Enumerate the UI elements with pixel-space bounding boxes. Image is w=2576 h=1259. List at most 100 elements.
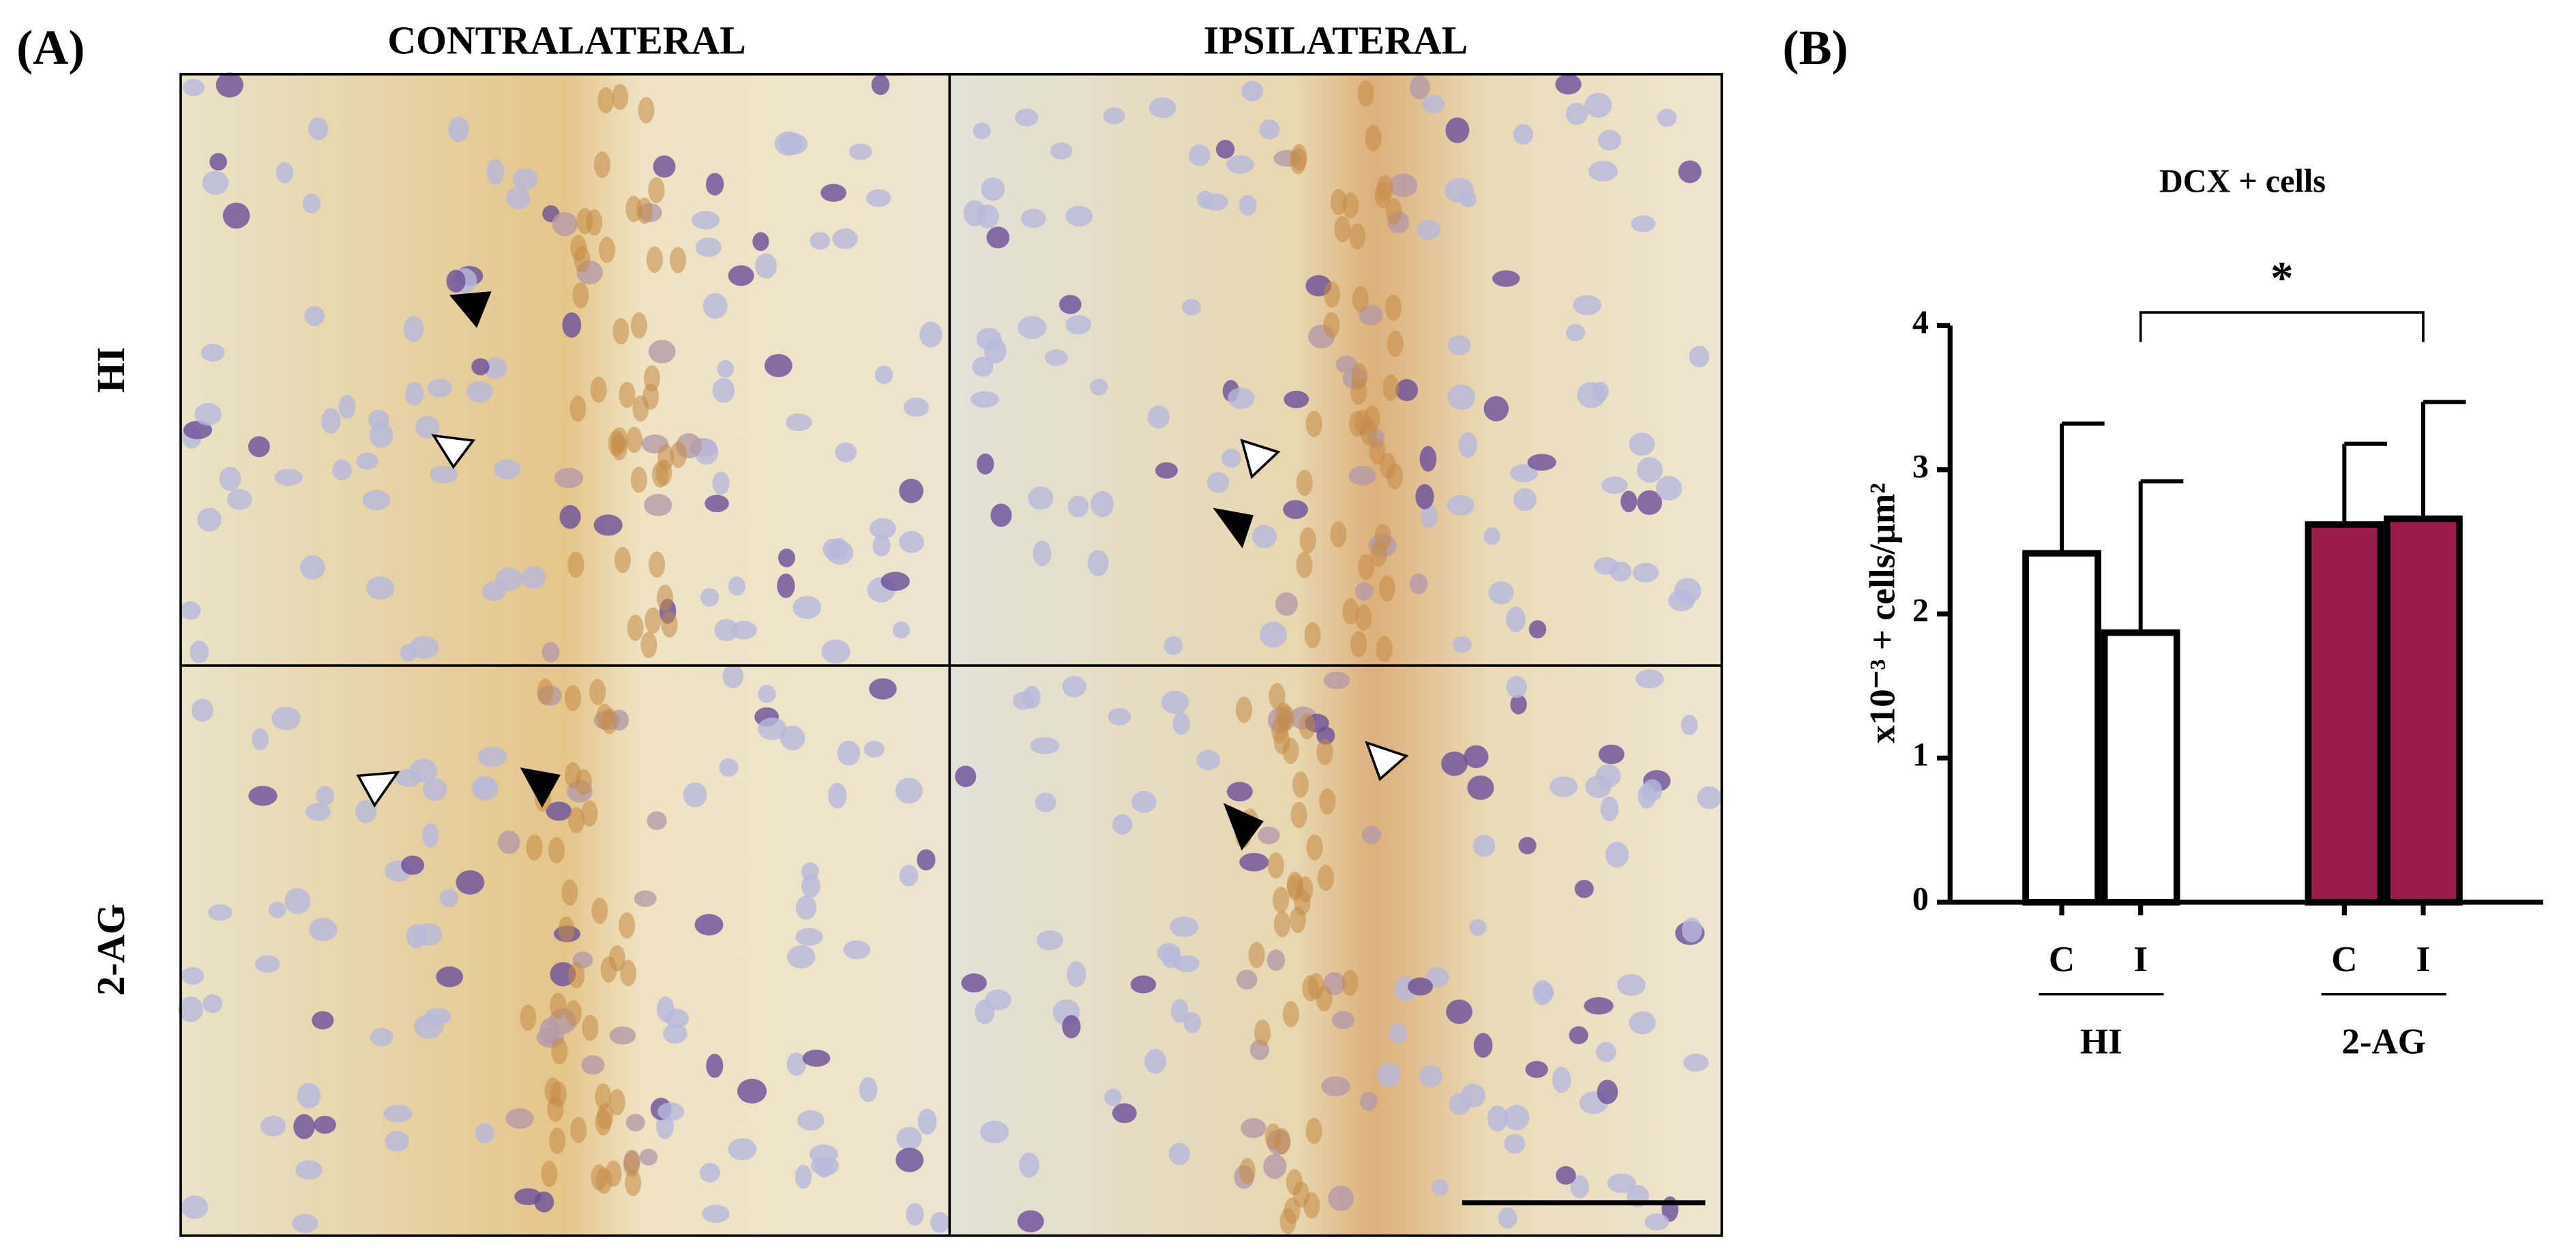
stained-soma [550,992,567,1020]
nucleus [495,567,522,591]
nucleus [1389,1023,1408,1044]
nucleus [1221,449,1241,468]
nucleus [1681,714,1698,735]
nucleus [694,914,724,936]
nucleus [268,901,286,919]
nucleus [712,378,735,403]
nucleus [409,758,438,782]
nucleus [797,1110,825,1131]
nucleus [1504,1134,1526,1154]
stained-soma [598,237,616,263]
nucleus [899,865,919,887]
nucleus [722,664,744,689]
bar [2305,521,2384,906]
nucleus [475,1123,494,1144]
stained-soma [1303,1192,1320,1219]
stained-soma [1387,330,1404,357]
nucleus [1227,387,1255,409]
nucleus [1033,540,1052,566]
nucleus [436,966,463,988]
nucleus [1030,737,1060,754]
stained-soma [625,1170,642,1196]
nucleus [1452,636,1472,653]
panel-frame [179,73,1723,1237]
nucleus [895,777,923,804]
nucleus [1188,144,1211,166]
stained-soma [1305,411,1322,437]
stained-soma [661,611,678,638]
nucleus [216,72,243,98]
nucleus [872,535,891,557]
nucleus [1600,796,1619,822]
nucleus [1015,108,1039,127]
nucleus [820,183,847,202]
stained-soma [1316,739,1333,765]
stained-soma [589,679,606,705]
nucleus [400,855,425,875]
nucleus [366,576,395,600]
nucleus [848,143,872,160]
nucleus [276,162,293,183]
stained-soma [1350,631,1367,657]
nucleus [514,1188,542,1206]
stained-soma [1296,469,1313,497]
nucleus [1458,432,1477,458]
nucleus [1518,837,1537,855]
nucleus [1472,834,1496,857]
nucleus [1263,1154,1287,1179]
nucleus [1668,589,1695,612]
nucleus [1017,1210,1044,1232]
nucleus [471,358,490,376]
nucleus [1577,382,1606,409]
nucleus [1689,346,1710,368]
nucleus [1090,379,1108,396]
nucleus [1565,324,1586,342]
stained-soma [646,246,663,273]
nucleus [209,153,227,171]
stained-soma [551,1037,568,1065]
nucleus [1432,1179,1449,1196]
nucleus [1595,764,1621,788]
nucleus [271,707,301,730]
nucleus [758,717,787,741]
nucleus [795,895,817,920]
nucleus [484,357,507,380]
stained-soma [1342,598,1359,625]
nucleus [559,505,581,529]
nucleus [634,890,657,907]
nucleus [970,391,999,408]
stained-soma [1317,864,1334,891]
nucleus [1596,1041,1616,1063]
stained-soma [1352,286,1369,312]
nucleus [1284,390,1309,409]
nucleus [1331,1011,1354,1029]
chart-title: DCX + cells [2159,163,2326,199]
stained-soma [550,1081,567,1108]
nucleus [1321,1076,1350,1097]
nucleus [1409,75,1430,100]
row-label: 2-AG [89,904,133,996]
nucleus [316,786,334,806]
nucleus [906,1202,924,1226]
nucleus [1354,582,1374,601]
nucleus [369,422,394,448]
nucleus [180,601,201,620]
nucleus [702,293,728,319]
nucleus [758,685,776,703]
stained-soma [1365,125,1382,151]
nucleus [1147,405,1170,429]
nucleus [778,548,795,567]
nucleus [985,989,1011,1011]
nucleus [1637,457,1663,483]
nucleus [1215,140,1235,159]
nucleus [1635,669,1664,689]
bar [2101,629,2180,906]
stained-soma [1376,175,1393,202]
nucleus [252,728,269,751]
nucleus [1161,690,1189,714]
stained-soma [1342,969,1359,996]
nucleus [737,1078,767,1104]
nucleus [1483,527,1500,545]
nucleus [728,1138,757,1161]
stained-soma [596,703,613,730]
